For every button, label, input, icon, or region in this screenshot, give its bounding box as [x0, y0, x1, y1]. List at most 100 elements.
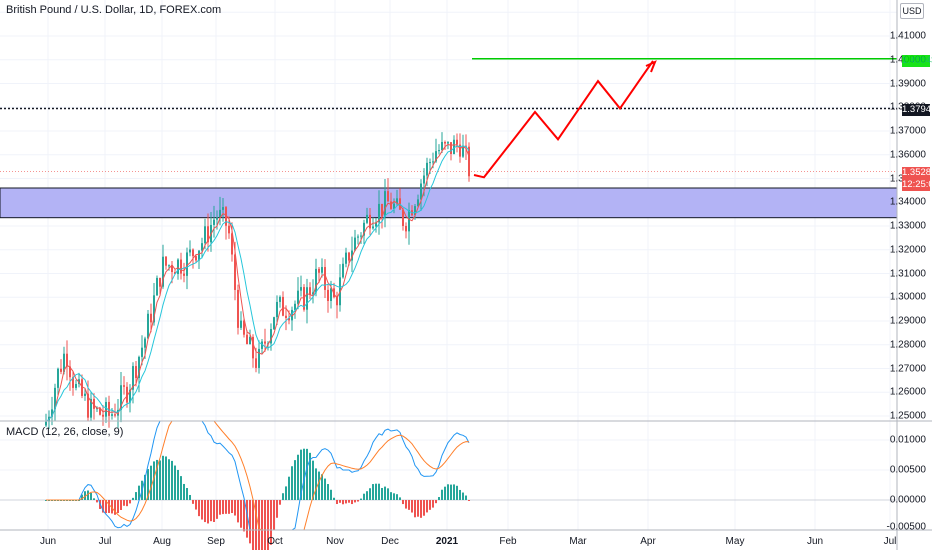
macd-histogram-bar — [324, 478, 326, 500]
macd-histogram-bar — [243, 500, 245, 532]
candle-body — [435, 151, 437, 162]
candle-body — [381, 203, 383, 217]
macd-histogram-bar — [411, 500, 413, 513]
macd-histogram-bar — [225, 500, 227, 514]
macd-histogram-bar — [240, 500, 242, 528]
macd-histogram-bar — [111, 500, 113, 514]
macd-histogram-bar — [312, 460, 314, 500]
candle-body — [438, 150, 440, 152]
candlesticks — [45, 132, 470, 429]
macd-histogram-bar — [387, 488, 389, 500]
candle-body — [186, 252, 188, 276]
price-tick-label: 1.34000 — [889, 196, 926, 208]
macd-histogram-bar — [264, 500, 266, 550]
macd-histogram-bar — [180, 476, 182, 500]
time-tick-label: Sep — [207, 536, 225, 547]
candle-body — [183, 273, 185, 276]
moving-averages — [45, 143, 470, 423]
macd-histogram-bar — [363, 493, 365, 500]
macd-histogram-bar — [276, 500, 278, 518]
macd-histogram-bar — [117, 500, 119, 514]
time-tick-label: Feb — [499, 536, 517, 547]
macd-histogram-bar — [447, 484, 449, 500]
macd-histogram-bar — [105, 500, 107, 514]
macd-histogram-bar — [162, 455, 164, 500]
candle-body — [285, 315, 287, 319]
macd-histogram-bar — [252, 500, 254, 550]
macd-title: MACD (12, 26, close, 9) — [6, 426, 124, 438]
price-tick-label: 1.28000 — [889, 339, 926, 351]
macd-histogram-bar — [453, 484, 455, 500]
macd-histogram-bar — [171, 460, 173, 500]
candle-body — [321, 267, 323, 273]
macd-histogram-bar — [399, 497, 401, 500]
macd-histogram-bar — [462, 492, 464, 500]
candle-body — [87, 393, 89, 418]
candle-body — [108, 401, 110, 416]
macd-histogram-bar — [426, 500, 428, 513]
candle-body — [132, 366, 134, 390]
macd-histogram-bar — [294, 460, 296, 500]
candle-body — [207, 226, 209, 243]
macd-histogram-bar — [237, 500, 239, 523]
candle-body — [84, 393, 86, 396]
candle-body — [270, 329, 272, 344]
candle-body — [336, 297, 338, 306]
candle-body — [258, 348, 260, 368]
candle-body — [282, 296, 284, 316]
macd-histogram-bar — [177, 469, 179, 500]
macd-histogram-bar — [330, 489, 332, 500]
candle-body — [57, 368, 59, 388]
candle-body — [432, 161, 434, 163]
support-zone-rect — [0, 187, 898, 219]
candle-body — [426, 162, 428, 176]
candle-body — [237, 289, 239, 328]
macd-histogram-bar — [468, 500, 470, 501]
time-tick-label: 2021 — [435, 536, 459, 547]
macd-histogram-bar — [408, 500, 410, 510]
candle-body — [459, 144, 461, 157]
candle-body — [441, 142, 443, 151]
candle-body — [390, 201, 392, 209]
macd-histogram-bar — [204, 500, 206, 523]
macd-histogram-bar — [246, 500, 248, 538]
candle-body — [201, 243, 203, 251]
candle-body — [249, 336, 251, 345]
candle-body — [129, 389, 131, 403]
candle-body — [171, 265, 173, 272]
candle-body — [54, 387, 56, 410]
candle-body — [162, 256, 164, 287]
candle-body — [423, 175, 425, 184]
projection-zigzag-line — [473, 60, 654, 179]
candle-body — [378, 203, 380, 223]
macd-histogram-bar — [183, 483, 185, 500]
price-tick-label: 1.31000 — [889, 268, 926, 279]
candle-body — [273, 317, 275, 330]
horizontal-levels — [0, 57, 897, 172]
candle-body — [318, 268, 320, 273]
macd-histogram-bar — [270, 500, 272, 545]
macd-histogram-bar — [210, 500, 212, 522]
macd-tick-label: 0.00500 — [889, 464, 926, 476]
macd-histogram-bar — [315, 468, 317, 500]
chart-title: British Pound / U.S. Dollar, 1D, FOREX.c… — [6, 4, 222, 16]
time-tick-label: Mar — [569, 536, 587, 547]
candle-body — [144, 338, 146, 348]
candle-body — [366, 214, 368, 223]
candle-body — [213, 219, 215, 225]
candle-body — [387, 191, 389, 202]
currency-label[interactable]: USD — [900, 3, 924, 19]
candle-body — [369, 214, 371, 229]
macd-histogram-bar — [273, 500, 275, 531]
macd-histogram-bar — [249, 500, 251, 544]
macd-histogram-bar — [228, 500, 230, 514]
macd-histogram-bar — [384, 486, 386, 500]
candle-body — [444, 142, 446, 144]
candle-body — [303, 287, 305, 310]
macd-histogram-bar — [207, 500, 209, 524]
macd-histogram-bar — [153, 461, 155, 500]
candle-body — [81, 379, 83, 396]
macd-histogram-bar — [438, 497, 440, 500]
